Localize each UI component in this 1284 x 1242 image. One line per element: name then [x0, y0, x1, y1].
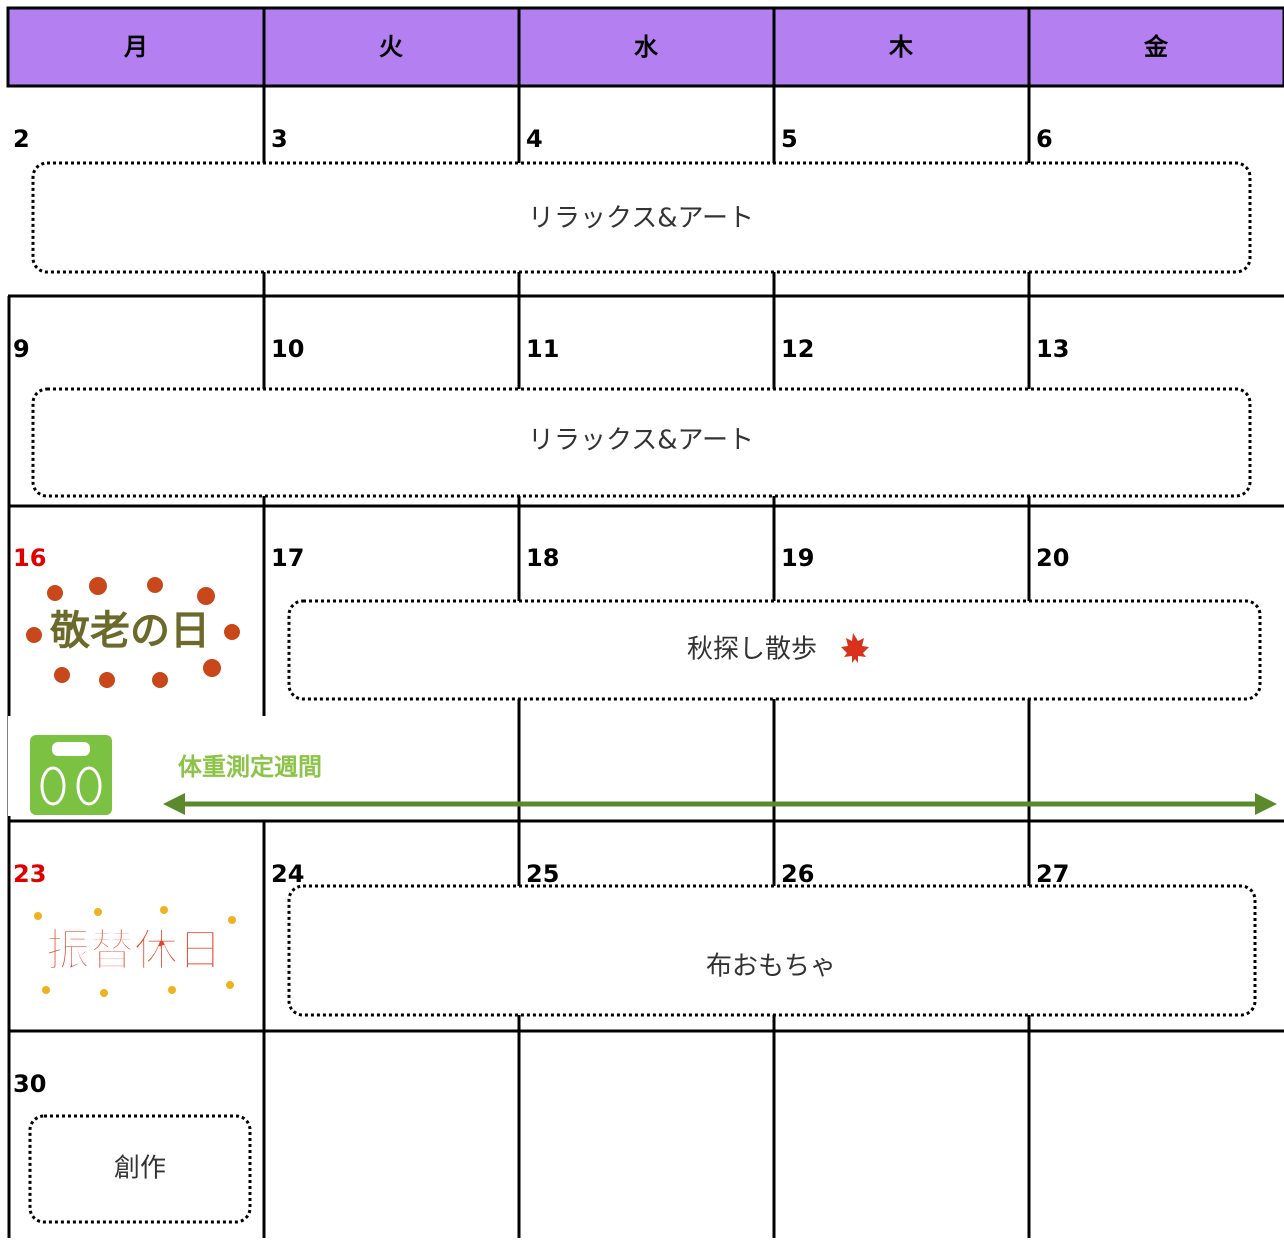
date: 16 — [13, 544, 46, 572]
day-name: 月 — [123, 33, 148, 61]
leaf-icon — [841, 633, 869, 663]
event-box — [287, 599, 1262, 701]
event-text: 創作 — [114, 1154, 166, 1184]
dates: 2 3 4 5 6 9 10 11 12 13 16 17 18 19 20 2… — [13, 125, 1069, 1098]
date: 27 — [1036, 860, 1069, 888]
event-box — [28, 1114, 252, 1224]
day-name: 木 — [888, 33, 914, 61]
date: 6 — [1036, 125, 1053, 153]
date: 5 — [781, 125, 798, 153]
date: 4 — [526, 125, 543, 153]
date: 10 — [271, 335, 304, 363]
event-box — [287, 884, 1257, 1017]
holiday-art: 敬老の日 — [49, 608, 210, 654]
day-name: 金 — [1143, 33, 1169, 61]
note-text: 体重測定週間 — [178, 753, 322, 781]
scale-foot — [40, 766, 66, 806]
date: 2 — [13, 125, 30, 153]
illustrations: 敬老の日 体重測定週間 振替休日 — [26, 577, 1277, 997]
event-text: リラックス&アート — [528, 204, 754, 234]
leaves — [26, 577, 240, 688]
date: 12 — [781, 335, 814, 363]
scale-icon — [30, 735, 112, 815]
event-text: 秋探し散歩 — [687, 635, 817, 665]
date: 23 — [13, 860, 46, 888]
event-text: リラックス&アート — [528, 426, 754, 456]
header-bg — [6, 6, 1284, 88]
day-name: 火 — [379, 33, 403, 61]
date: 24 — [271, 860, 304, 888]
date: 17 — [271, 544, 304, 572]
date: 9 — [13, 335, 30, 363]
date: 18 — [526, 544, 559, 572]
date: 26 — [781, 860, 814, 888]
date: 19 — [781, 544, 814, 572]
date: 11 — [526, 335, 559, 363]
date: 13 — [1036, 335, 1069, 363]
event-box — [31, 161, 1252, 274]
date: 20 — [1036, 544, 1069, 572]
sparkles — [34, 906, 236, 997]
scale-foot — [76, 766, 102, 806]
event-text: 布おもちゃ — [706, 952, 836, 982]
events: リラックス&アート リラックス&アート 秋探し散歩 布おもちゃ 創作 — [28, 161, 1262, 1224]
date: 3 — [271, 125, 288, 153]
holiday-art: 振替休日 — [46, 925, 222, 976]
date: 25 — [526, 860, 559, 888]
day-name: 水 — [634, 33, 659, 61]
event-box — [31, 387, 1252, 498]
header: 月 火 水 木 金 — [6, 6, 1284, 88]
date: 30 — [13, 1070, 46, 1098]
scale-dial — [52, 742, 90, 756]
